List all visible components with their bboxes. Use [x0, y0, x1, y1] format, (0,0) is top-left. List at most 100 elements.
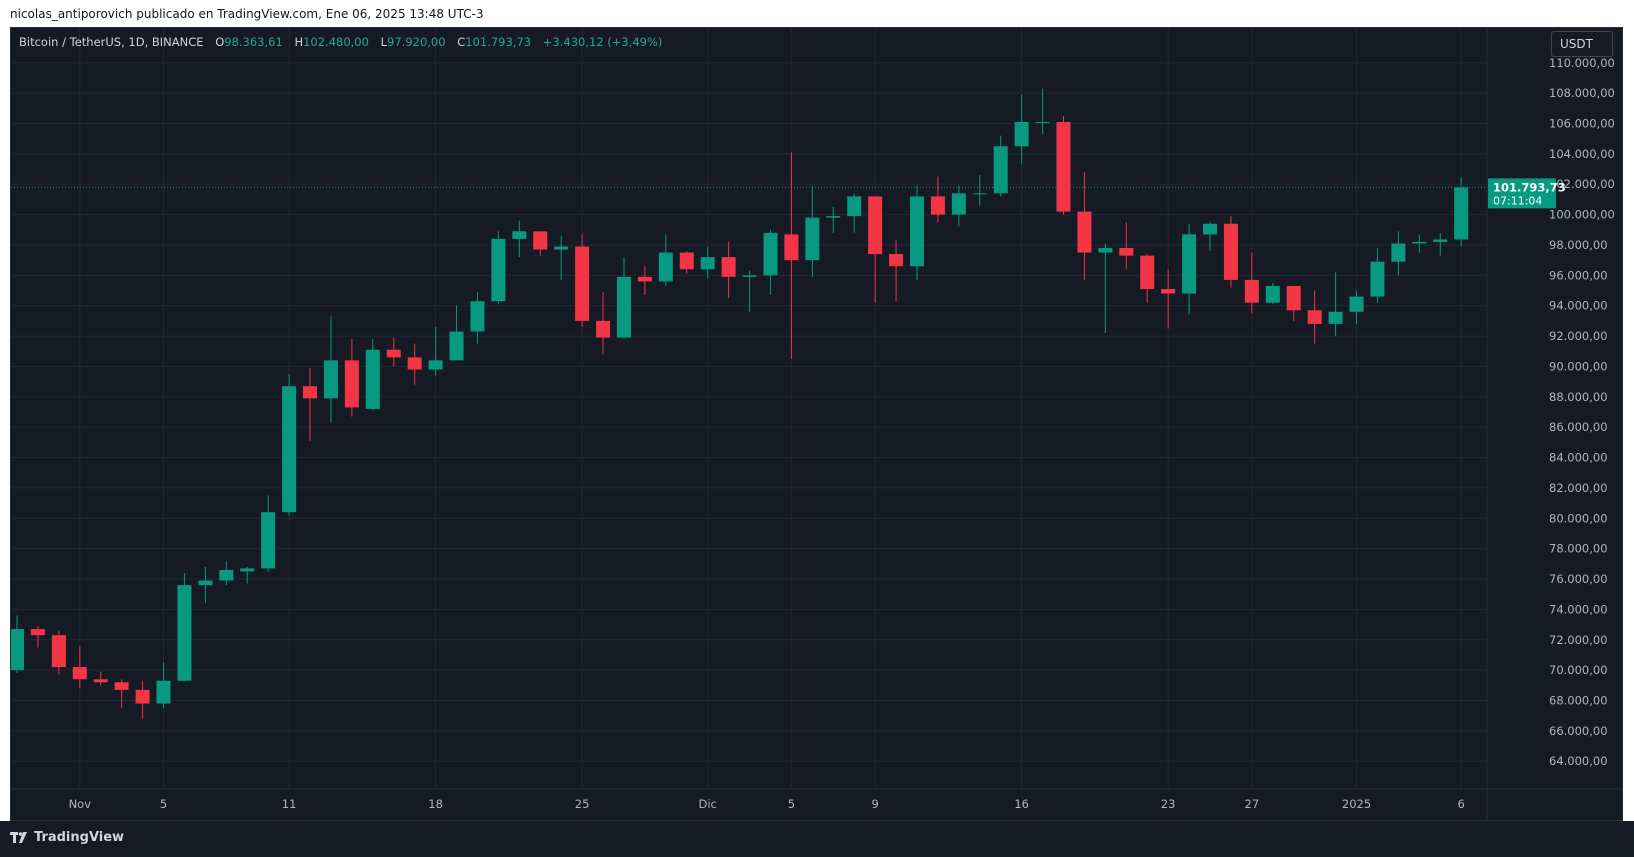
candle[interactable]: [1307, 290, 1322, 344]
candle[interactable]: [533, 231, 548, 256]
candle[interactable]: [784, 152, 799, 359]
candle[interactable]: [575, 234, 590, 327]
candle-body: [784, 234, 799, 261]
candle[interactable]: [449, 305, 464, 361]
candle[interactable]: [240, 566, 255, 584]
last-price-tag-background: [1488, 178, 1556, 209]
candle[interactable]: [930, 176, 945, 223]
candle[interactable]: [303, 367, 318, 441]
candle[interactable]: [30, 626, 45, 648]
time-axis[interactable]: Nov 5 11 18 25 Dic 5 9 16 23 27 2025 6: [69, 797, 1465, 811]
candle[interactable]: [282, 374, 297, 516]
candle[interactable]: [1056, 115, 1071, 215]
candle[interactable]: [993, 135, 1008, 197]
candle[interactable]: [616, 257, 631, 340]
candle[interactable]: [972, 175, 987, 206]
candle[interactable]: [1286, 285, 1301, 321]
candle[interactable]: [805, 185, 820, 277]
legend-close-label: C: [457, 35, 466, 49]
candle[interactable]: [847, 193, 862, 233]
candle[interactable]: [470, 292, 485, 344]
candle[interactable]: [1119, 222, 1134, 270]
y-tick-label: 82.000,00: [1549, 481, 1608, 495]
candle-body: [1328, 311, 1343, 324]
y-tick-label: 104.000,00: [1549, 147, 1615, 161]
candle[interactable]: [1370, 248, 1385, 303]
candle[interactable]: [658, 234, 673, 286]
x-tick-label: 16: [1014, 797, 1029, 811]
candle[interactable]: [868, 196, 883, 303]
candle[interactable]: [11, 615, 24, 674]
candle[interactable]: [512, 220, 527, 258]
candle[interactable]: [72, 645, 87, 689]
candle[interactable]: [323, 316, 338, 423]
candle-body: [972, 193, 987, 195]
candle[interactable]: [1412, 234, 1427, 253]
candle[interactable]: [1244, 252, 1259, 314]
candle[interactable]: [1223, 216, 1238, 288]
candle[interactable]: [365, 339, 380, 411]
candle[interactable]: [679, 251, 694, 274]
y-tick-label: 64.000,00: [1549, 754, 1608, 768]
candle[interactable]: [491, 231, 506, 305]
candle[interactable]: [407, 343, 422, 385]
candle[interactable]: [386, 337, 401, 367]
candle[interactable]: [1098, 243, 1113, 334]
candle[interactable]: [198, 566, 213, 604]
candle[interactable]: [1035, 88, 1050, 135]
candle-body: [512, 231, 527, 239]
candle[interactable]: [1182, 223, 1197, 315]
x-tick-label: 5: [788, 797, 795, 811]
candle-body: [1161, 289, 1176, 294]
candle[interactable]: [135, 680, 150, 719]
candle-body: [407, 357, 422, 370]
candle-body: [177, 585, 192, 681]
candle[interactable]: [261, 495, 276, 572]
candle[interactable]: [909, 185, 924, 280]
candle[interactable]: [1328, 272, 1343, 337]
last-price-tag-value: 101.793,73: [1493, 180, 1566, 194]
candle[interactable]: [763, 229, 778, 296]
candle[interactable]: [596, 292, 611, 355]
candle[interactable]: [93, 671, 108, 686]
candle[interactable]: [114, 679, 129, 709]
candle[interactable]: [889, 240, 904, 302]
candle[interactable]: [1454, 176, 1469, 247]
candle[interactable]: [1265, 282, 1280, 305]
y-tick-label: 74.000,00: [1549, 602, 1608, 616]
candle[interactable]: [700, 246, 715, 279]
candle[interactable]: [219, 560, 234, 586]
candle[interactable]: [156, 662, 171, 709]
price-axis[interactable]: 64.000,00 66.000,00 68.000,00 70.000,00 72.0…: [1549, 56, 1615, 768]
y-tick-label: 108.000,00: [1549, 86, 1615, 100]
candle[interactable]: [1203, 222, 1218, 252]
candle[interactable]: [1349, 290, 1364, 324]
candlestick-chart[interactable]: 64.000,00 66.000,00 68.000,00 70.000,00 72.0…: [11, 28, 1622, 820]
candle[interactable]: [721, 241, 736, 299]
candle[interactable]: [177, 572, 192, 681]
candle[interactable]: [1433, 232, 1448, 256]
candle[interactable]: [1140, 254, 1155, 303]
x-tick-label: Nov: [69, 797, 92, 811]
candle-body: [303, 386, 318, 399]
candle-body: [909, 196, 924, 267]
candle[interactable]: [742, 270, 757, 312]
candle[interactable]: [1077, 172, 1092, 280]
candle[interactable]: [51, 630, 66, 675]
candle[interactable]: [951, 185, 966, 227]
x-tick-label: 11: [282, 797, 297, 811]
candle[interactable]: [428, 326, 443, 376]
candle[interactable]: [826, 207, 841, 233]
candle[interactable]: [344, 339, 359, 417]
candle[interactable]: [1014, 94, 1029, 165]
chart-panel[interactable]: 64.000,00 66.000,00 68.000,00 70.000,00 72.0…: [10, 27, 1623, 821]
candle[interactable]: [1161, 269, 1176, 329]
candle-body: [679, 252, 694, 270]
candles[interactable]: [11, 88, 1469, 719]
currency-button[interactable]: USDT: [1551, 31, 1613, 57]
candle[interactable]: [554, 235, 569, 280]
tradingview-brand-link[interactable]: TradingView: [10, 830, 124, 845]
legend-change-value: +3.430,12 (+3,49%): [542, 35, 663, 49]
candle[interactable]: [1391, 231, 1406, 276]
candle[interactable]: [637, 266, 652, 296]
